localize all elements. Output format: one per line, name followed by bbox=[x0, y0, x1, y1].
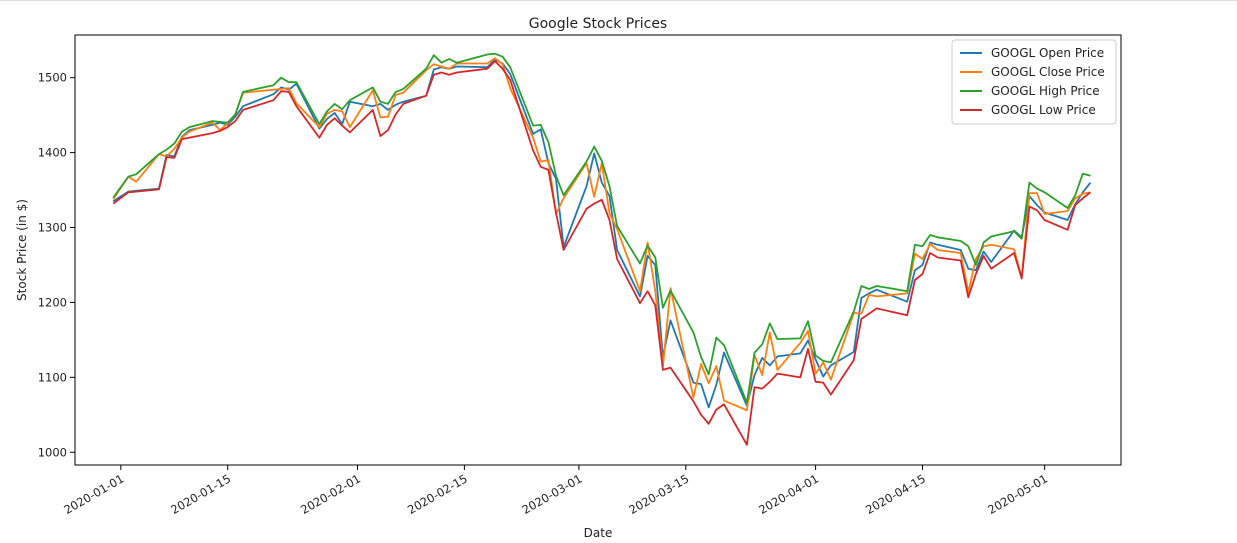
legend-box bbox=[951, 39, 1117, 125]
chart-title: Google Stock Prices bbox=[529, 16, 667, 32]
series-line-googl-open-price bbox=[112, 58, 1092, 409]
y-axis: 1000 1100 1200 1300 1400 1500 bbox=[38, 71, 75, 459]
y-tick-label: 1300 bbox=[38, 221, 67, 235]
legend: GOOGL Open Price GOOGL Close Price GOOGL H… bbox=[951, 39, 1117, 125]
legend-label: GOOGL Close Price bbox=[991, 65, 1105, 79]
y-tick-label: 1000 bbox=[38, 445, 67, 459]
y-tick-label: 1200 bbox=[38, 295, 67, 309]
series-layer bbox=[112, 52, 1092, 446]
series-line-googl-low-price bbox=[112, 60, 1092, 446]
x-tick-label: 2020-04-01 bbox=[756, 471, 821, 517]
legend-label: GOOGL Open Price bbox=[991, 46, 1104, 60]
x-tick-label: 2020-03-15 bbox=[626, 471, 691, 517]
series-line-googl-high-price bbox=[112, 52, 1091, 404]
y-tick-label: 1400 bbox=[38, 146, 67, 160]
legend-label: GOOGL High Price bbox=[991, 84, 1100, 98]
x-tick-label: 2020-02-01 bbox=[298, 471, 363, 517]
x-tick-label: 2020-01-01 bbox=[61, 471, 126, 517]
y-axis-label: Stock Price (in $) bbox=[15, 199, 29, 301]
x-axis-label: Date bbox=[584, 526, 613, 540]
x-tick-label: 2020-03-01 bbox=[520, 471, 585, 517]
x-tick-label: 2020-05-01 bbox=[985, 471, 1050, 517]
x-tick-label: 2020-01-15 bbox=[168, 471, 233, 517]
x-tick-label: 2020-02-15 bbox=[405, 471, 470, 517]
y-tick-label: 1100 bbox=[38, 370, 67, 384]
plot-frame bbox=[74, 34, 1122, 466]
top-divider bbox=[0, 0, 1237, 1]
x-tick-label: 2020-04-15 bbox=[863, 471, 928, 517]
series-line-googl-close-price bbox=[112, 57, 1091, 412]
legend-label: GOOGL Low Price bbox=[991, 103, 1096, 117]
x-axis: 2020-01-01 2020-01-15 2020-02-01 2020-02-15… bbox=[61, 465, 1050, 517]
y-tick-label: 1500 bbox=[38, 71, 67, 85]
